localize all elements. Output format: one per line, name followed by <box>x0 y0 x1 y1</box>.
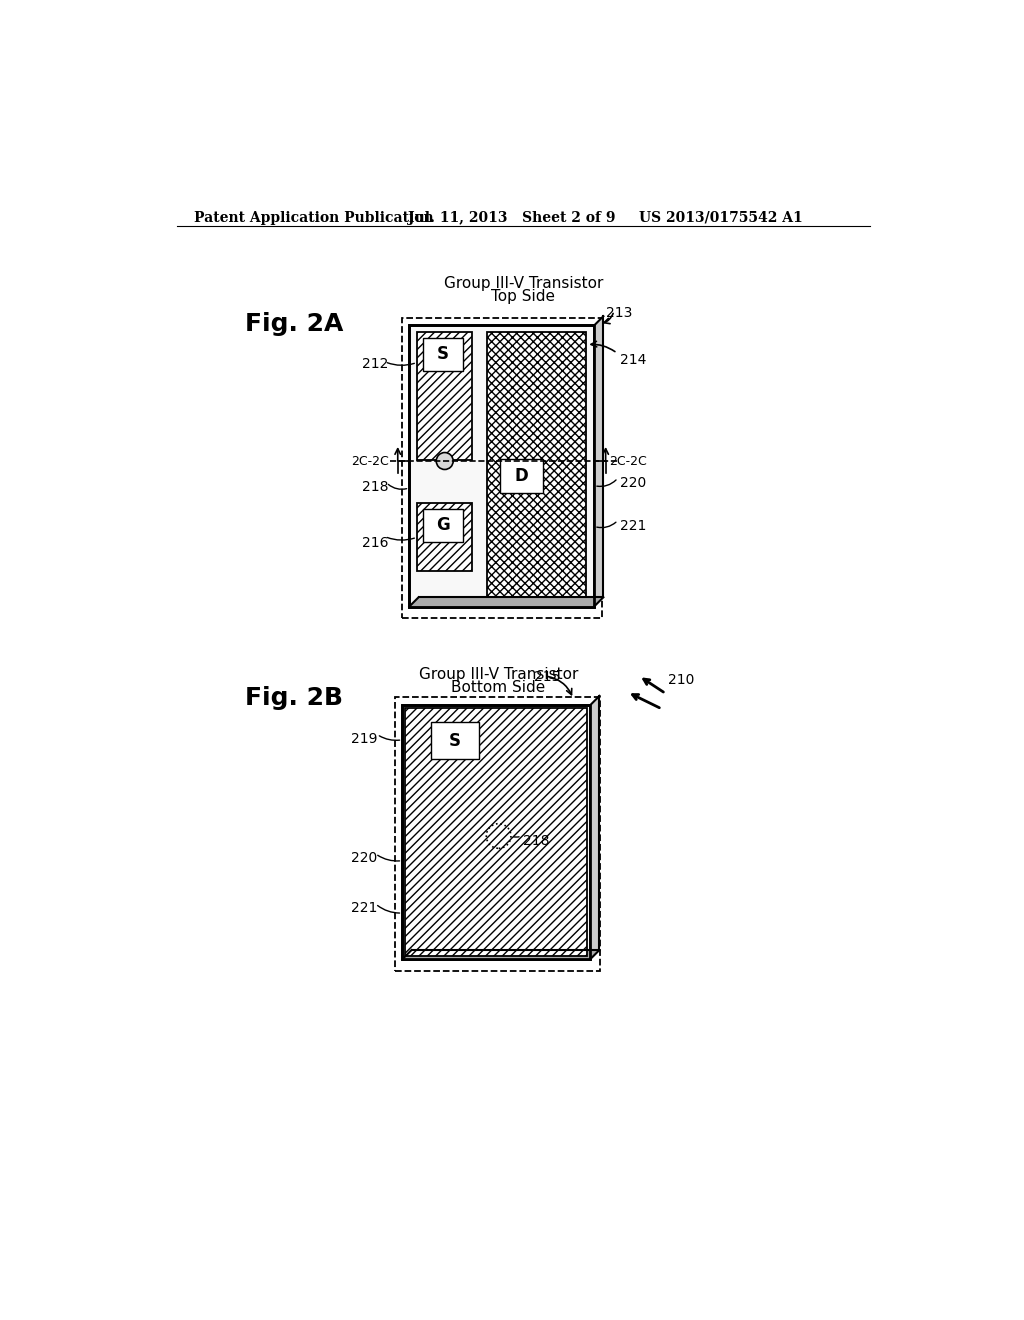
Polygon shape <box>402 950 599 960</box>
Text: 213: 213 <box>605 306 632 321</box>
Text: 2C-2C: 2C-2C <box>608 455 646 467</box>
Bar <box>401 318 602 618</box>
Text: Group III-V Transistor: Group III-V Transistor <box>443 276 603 292</box>
Bar <box>417 331 472 461</box>
Bar <box>423 508 463 543</box>
Text: S: S <box>449 731 461 750</box>
Text: 220: 220 <box>620 477 646 491</box>
Text: 221: 221 <box>620 519 646 533</box>
Text: 214: 214 <box>620 354 646 367</box>
Text: Top Side: Top Side <box>492 289 555 305</box>
Text: US 2013/0175542 A1: US 2013/0175542 A1 <box>639 211 803 224</box>
Bar <box>410 326 594 607</box>
Text: Fig. 2B: Fig. 2B <box>245 686 342 710</box>
Circle shape <box>436 453 454 470</box>
Text: 210: 210 <box>668 673 694 686</box>
Polygon shape <box>410 598 603 607</box>
Text: Jul. 11, 2013   Sheet 2 of 9: Jul. 11, 2013 Sheet 2 of 9 <box>408 211 615 224</box>
Polygon shape <box>594 317 603 607</box>
Text: 221: 221 <box>351 902 377 916</box>
Text: Group III-V Transistor: Group III-V Transistor <box>419 667 579 681</box>
Bar <box>487 331 587 598</box>
Text: 218: 218 <box>361 480 388 494</box>
Bar <box>431 722 478 759</box>
Bar <box>406 708 587 956</box>
Polygon shape <box>590 696 599 960</box>
Bar <box>402 705 590 960</box>
Text: Patent Application Publication: Patent Application Publication <box>194 211 433 224</box>
Text: D: D <box>514 467 528 484</box>
Bar <box>402 705 590 960</box>
Bar <box>394 697 600 970</box>
Text: 220: 220 <box>351 851 377 866</box>
Text: 212: 212 <box>361 358 388 371</box>
Bar <box>417 503 472 572</box>
Text: 219: 219 <box>351 733 377 746</box>
Text: 215: 215 <box>535 671 560 685</box>
Text: S: S <box>437 346 450 363</box>
Text: Bottom Side: Bottom Side <box>452 680 546 694</box>
Text: G: G <box>436 516 451 535</box>
Text: 218: 218 <box>523 834 550 849</box>
Bar <box>410 326 594 607</box>
Text: 216: 216 <box>361 536 388 549</box>
Text: 2C-2C: 2C-2C <box>351 455 388 467</box>
Bar <box>500 459 543 494</box>
Bar <box>423 338 463 371</box>
Text: Fig. 2A: Fig. 2A <box>245 313 343 337</box>
